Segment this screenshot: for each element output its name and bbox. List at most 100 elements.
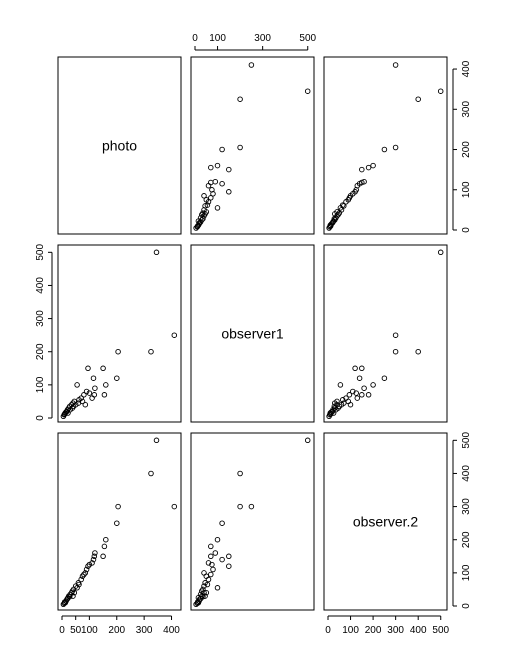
tick-label-right-1-5: 500 bbox=[461, 432, 472, 449]
panels-layer bbox=[57, 56, 448, 611]
labels-layer: photo observer1 observer.2 bbox=[102, 138, 418, 530]
tick-label-right-0-3: 300 bbox=[461, 101, 472, 118]
panel-2-2 bbox=[323, 432, 448, 611]
tick-label-bottom-0-0: 0 bbox=[59, 625, 65, 636]
point-r2c1-38 bbox=[248, 503, 255, 510]
point-r2c0-33 bbox=[103, 536, 109, 543]
point-r1c0-29 bbox=[91, 392, 98, 398]
point-r2c1-24 bbox=[210, 566, 216, 573]
point-r1c2-27 bbox=[354, 395, 361, 401]
variable-label-2: observer.2 bbox=[353, 514, 419, 530]
tick-label-right-0-1: 100 bbox=[461, 181, 472, 198]
panel-0-1 bbox=[190, 56, 315, 235]
point-r1c0-30 bbox=[92, 385, 98, 391]
points-layer bbox=[60, 62, 444, 608]
point-r1c2-18 bbox=[341, 400, 347, 406]
point-r0c1-26 bbox=[209, 187, 215, 193]
panel-0-0 bbox=[57, 56, 182, 235]
point-r0c2-32 bbox=[365, 164, 372, 171]
point-r1c2-15 bbox=[334, 398, 340, 405]
point-r1c2-32 bbox=[365, 392, 372, 398]
point-r0c1-37 bbox=[304, 88, 311, 94]
point-r1c0-33 bbox=[103, 382, 109, 388]
point-r0c1-17 bbox=[214, 205, 221, 211]
point-r0c1-25 bbox=[226, 189, 232, 195]
tick-label-top-0: 0 bbox=[192, 33, 198, 44]
point-r1c0-20 bbox=[78, 395, 84, 401]
tick-label-bottom-1-4: 400 bbox=[410, 625, 427, 636]
point-r2c0-21 bbox=[79, 573, 86, 579]
panel-2-1 bbox=[190, 432, 315, 611]
point-r2c0-31 bbox=[100, 553, 106, 560]
tick-label-bottom-1-3: 300 bbox=[387, 625, 404, 636]
point-r2c0-34 bbox=[114, 520, 120, 526]
tick-label-bottom-0-3: 200 bbox=[108, 625, 125, 636]
point-r0c1-27 bbox=[205, 182, 212, 189]
point-r2c0-35 bbox=[115, 503, 121, 510]
variable-label-1: observer1 bbox=[221, 326, 283, 342]
tick-label-right-1-4: 400 bbox=[461, 465, 472, 482]
point-r2c1-30 bbox=[212, 550, 219, 556]
point-r2c0-25 bbox=[85, 563, 91, 569]
point-r0c2-36 bbox=[415, 96, 421, 102]
point-r1c2-28 bbox=[356, 375, 363, 381]
point-r1c0-24 bbox=[83, 388, 90, 395]
point-r1c0-23 bbox=[82, 401, 89, 408]
point-r0c1-34 bbox=[219, 146, 225, 153]
point-r1c2-35 bbox=[392, 348, 399, 355]
tick-label-bottom-0-1: 50 bbox=[70, 625, 82, 636]
panel-1-0 bbox=[57, 244, 182, 423]
tick-label-top-2: 300 bbox=[254, 33, 271, 44]
point-r2c0-23 bbox=[82, 570, 89, 576]
point-r2c1-32 bbox=[208, 543, 214, 550]
point-r1c0-37 bbox=[153, 249, 160, 256]
tick-label-left-0-4: 400 bbox=[35, 277, 46, 294]
point-r2c1-29 bbox=[208, 553, 214, 560]
point-r2c1-28 bbox=[219, 556, 225, 563]
point-r1c2-34 bbox=[381, 375, 388, 381]
point-r2c0-28 bbox=[90, 556, 97, 563]
point-r2c1-35 bbox=[237, 503, 243, 510]
tick-label-right-1-0: 0 bbox=[461, 603, 472, 609]
panel-0-2 bbox=[323, 56, 448, 235]
panel-2-0 bbox=[57, 432, 182, 611]
point-r2c0-19 bbox=[76, 581, 82, 588]
point-r2c1-13 bbox=[202, 593, 208, 599]
point-r0c1-30 bbox=[212, 178, 219, 185]
tick-label-right-0-2: 200 bbox=[461, 141, 472, 158]
tick-label-bottom-1-2: 200 bbox=[365, 625, 382, 636]
point-r1c0-26 bbox=[86, 390, 93, 396]
point-r2c0-22 bbox=[81, 571, 87, 578]
point-r1c2-31 bbox=[359, 365, 365, 372]
point-r2c0-32 bbox=[101, 543, 108, 550]
point-r1c2-21 bbox=[345, 398, 352, 405]
point-r2c0-24 bbox=[83, 566, 90, 573]
point-r1c2-17 bbox=[337, 382, 344, 388]
tick-label-bottom-1-5: 500 bbox=[432, 625, 449, 636]
point-r0c1-22 bbox=[208, 195, 214, 201]
tick-label-right-0-4: 400 bbox=[461, 60, 472, 77]
point-r0c1-21 bbox=[203, 197, 210, 203]
variable-label-0: photo bbox=[102, 138, 137, 154]
point-r2c0-13 bbox=[70, 593, 76, 599]
point-r2c1-31 bbox=[226, 553, 232, 560]
point-r1c0-17 bbox=[74, 382, 80, 388]
point-r1c0-22 bbox=[81, 392, 87, 398]
point-r0c1-29 bbox=[208, 179, 214, 186]
point-r1c2-24 bbox=[350, 388, 356, 395]
point-r2c0-20 bbox=[78, 576, 84, 583]
point-r1c0-16 bbox=[72, 401, 79, 408]
point-r2c0-26 bbox=[86, 561, 93, 568]
point-r0c1-14 bbox=[200, 210, 206, 216]
point-r0c1-31 bbox=[226, 166, 232, 173]
panel-1-1 bbox=[190, 244, 315, 423]
point-r1c2-29 bbox=[359, 392, 365, 398]
point-r1c2-26 bbox=[353, 390, 359, 396]
tick-label-bottom-0-2: 100 bbox=[81, 625, 98, 636]
tick-label-left-0-5: 500 bbox=[35, 244, 46, 261]
point-r2c1-33 bbox=[214, 536, 221, 543]
point-r1c0-25 bbox=[85, 365, 91, 372]
point-r1c0-27 bbox=[89, 395, 95, 401]
point-r1c0-34 bbox=[114, 375, 120, 381]
